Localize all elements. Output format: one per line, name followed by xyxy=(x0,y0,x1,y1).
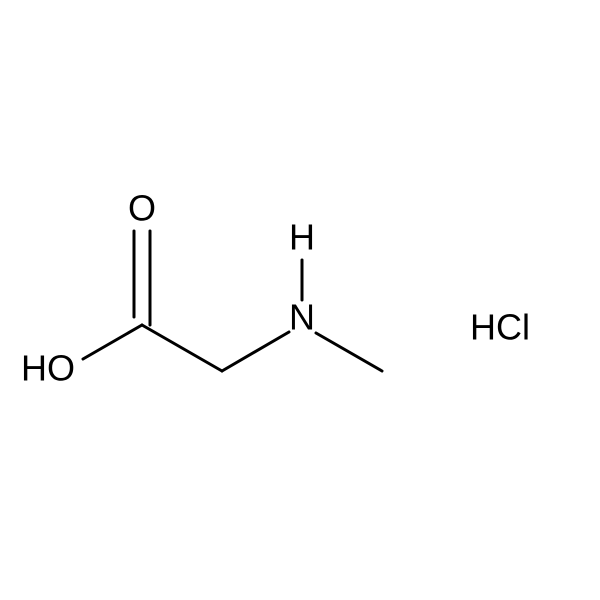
bond xyxy=(316,333,382,371)
atom-hydroxyl: HO xyxy=(21,348,75,389)
salt-hcl: HCl xyxy=(470,307,530,348)
atom-nitrogen: N xyxy=(289,297,315,338)
bonds-group xyxy=(83,231,382,371)
bond xyxy=(83,325,142,359)
atom-oxygen-double: O xyxy=(128,188,156,229)
atom-amine-h: H xyxy=(289,217,315,258)
molecule-diagram: O HO H N HCl xyxy=(0,0,600,600)
atom-labels: O HO H N HCl xyxy=(21,188,530,389)
bond xyxy=(222,332,289,371)
bond xyxy=(142,325,222,371)
